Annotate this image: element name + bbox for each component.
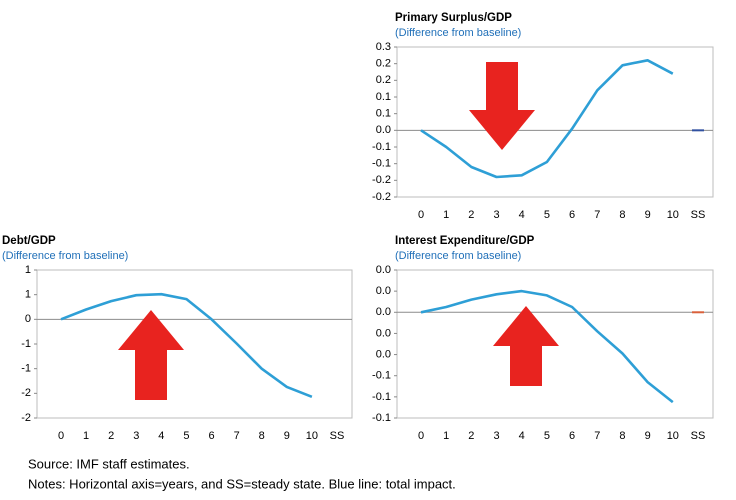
- y-tick-label: 0.0: [376, 285, 391, 297]
- y-tick-label: -0.2: [372, 174, 391, 186]
- x-tick-label: 5: [544, 430, 550, 442]
- x-tick-label: 6: [569, 430, 575, 442]
- plot-frame: [36, 269, 353, 419]
- x-tick-label: 0: [58, 430, 64, 442]
- x-tick-label: SS: [330, 430, 345, 442]
- x-tick-label: 2: [468, 209, 474, 221]
- y-tick-label: -0.1: [372, 370, 391, 382]
- x-tick-label: 7: [594, 209, 600, 221]
- x-tick-label: 8: [619, 430, 625, 442]
- y-tick-label: -0.1: [372, 391, 391, 403]
- x-tick-label: 0: [418, 430, 424, 442]
- y-tick-label: 1: [25, 264, 31, 276]
- series-line: [60, 292, 313, 399]
- x-tick-label: 4: [519, 209, 525, 221]
- notes: Notes: Horizontal axis=years, and SS=ste…: [28, 476, 456, 491]
- panel-subtitle: (Difference from baseline): [2, 250, 128, 262]
- y-tick-label: 0.2: [376, 74, 391, 86]
- x-tick-label: 9: [645, 209, 651, 221]
- panel-subtitle: (Difference from baseline): [395, 250, 521, 262]
- x-tick-label: 9: [645, 430, 651, 442]
- y-tick-label: 0.1: [376, 91, 391, 103]
- x-tick-label: 10: [306, 430, 318, 442]
- y-tick-label: 0.0: [376, 264, 391, 276]
- x-tick-label: 2: [108, 430, 114, 442]
- x-tick-label: 5: [544, 209, 550, 221]
- y-tick-label: 0.0: [376, 306, 391, 318]
- y-tick-label: 0.2: [376, 58, 391, 70]
- y-tick-label: -1: [21, 363, 31, 375]
- x-tick-label: 9: [284, 430, 290, 442]
- x-tick-label: 7: [594, 430, 600, 442]
- y-tick-label: 0: [25, 313, 31, 325]
- x-tick-label: 5: [183, 430, 189, 442]
- x-tick-label: 1: [443, 209, 449, 221]
- x-tick-label: SS: [691, 209, 706, 221]
- panel-subtitle: (Difference from baseline): [395, 27, 521, 39]
- y-tick-label: -0.1: [372, 412, 391, 424]
- x-tick-label: 6: [208, 430, 214, 442]
- arrow: [469, 62, 535, 150]
- y-tick-label: -0.1: [372, 141, 391, 153]
- x-tick-label: 3: [133, 430, 139, 442]
- x-tick-label: 4: [519, 430, 525, 442]
- panel-title: Debt/GDP: [2, 235, 56, 247]
- y-tick-label: -1: [21, 338, 31, 350]
- y-tick-label: 0.0: [376, 124, 391, 136]
- x-tick-label: 10: [667, 209, 679, 221]
- y-tick-label: 0.3: [376, 41, 391, 53]
- x-tick-label: 8: [259, 430, 265, 442]
- x-tick-label: SS: [691, 430, 706, 442]
- y-tick-label: -2: [21, 387, 31, 399]
- x-tick-label: 3: [493, 209, 499, 221]
- y-tick-label: -0.1: [372, 158, 391, 170]
- x-tick-label: 3: [493, 430, 499, 442]
- plot-frame: [396, 269, 714, 419]
- x-tick-label: 10: [667, 430, 679, 442]
- plot-frame: [396, 46, 714, 198]
- panel-title: Primary Surplus/GDP: [395, 12, 512, 24]
- arrow: [493, 306, 559, 386]
- y-tick-label: -2: [21, 412, 31, 424]
- x-tick-label: 7: [234, 430, 240, 442]
- x-tick-label: 1: [443, 430, 449, 442]
- y-tick-label: -0.2: [372, 191, 391, 203]
- y-tick-label: 0.1: [376, 108, 391, 120]
- x-tick-label: 6: [569, 209, 575, 221]
- y-tick-label: 0.0: [376, 348, 391, 360]
- y-tick-label: 1: [25, 289, 31, 301]
- source: Source: IMF staff estimates.: [28, 456, 190, 471]
- x-tick-label: 4: [158, 430, 164, 442]
- x-tick-label: 2: [468, 430, 474, 442]
- series-line: [420, 59, 674, 179]
- series-line: [420, 289, 674, 404]
- arrow: [118, 310, 184, 400]
- x-tick-label: 1: [83, 430, 89, 442]
- y-tick-label: 0.0: [376, 327, 391, 339]
- x-tick-label: 8: [619, 209, 625, 221]
- panel-title: Interest Expenditure/GDP: [395, 235, 535, 247]
- x-tick-label: 0: [418, 209, 424, 221]
